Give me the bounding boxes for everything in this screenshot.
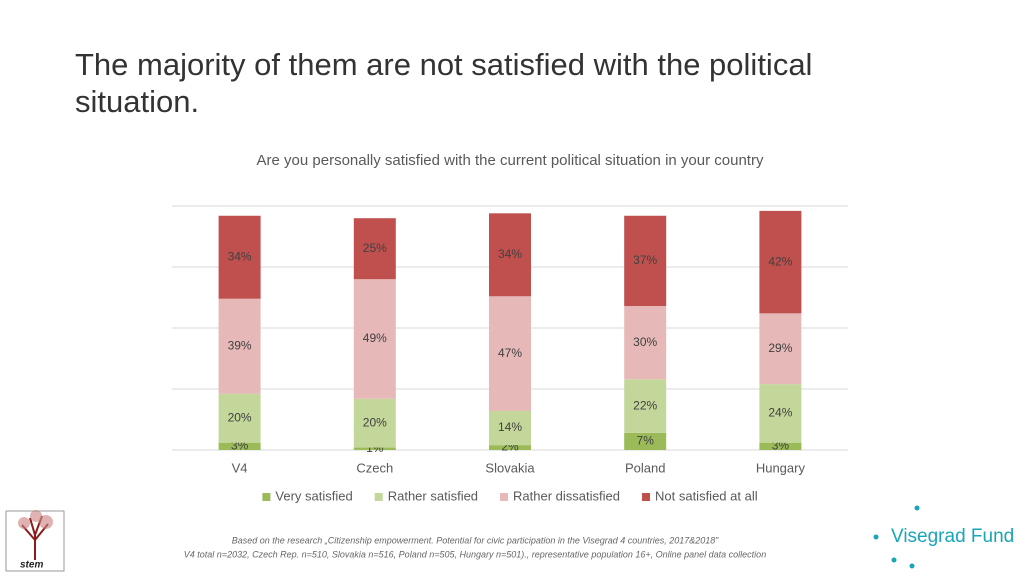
legend-swatch: [642, 493, 650, 501]
bar-segment: [489, 213, 531, 297]
bar-segment: [353, 398, 396, 448]
data-label: 34%: [228, 249, 252, 263]
visegrad-logo: Visegrad Fund: [873, 505, 1014, 569]
data-label: 22%: [633, 398, 657, 412]
bar-segment: [218, 215, 261, 299]
stem-logo: stem: [5, 510, 65, 572]
footnote: V4 total n=2032, Czech Rep. n=510, Slova…: [184, 549, 766, 559]
bar-segment: [624, 379, 667, 433]
data-label: 14%: [498, 420, 522, 434]
logo-leaf: [30, 510, 42, 522]
bar-segment: [624, 215, 667, 307]
bar-segment: [489, 445, 531, 450]
legend-label: Not satisfied at all: [655, 488, 758, 503]
slide-title: The majority of them are not satisfied w…: [75, 47, 813, 119]
bar-segment: [353, 218, 396, 280]
logo-dot: [873, 534, 879, 540]
legend-swatch: [374, 493, 383, 501]
data-label: 37%: [633, 253, 657, 267]
bar-segment: [759, 313, 802, 385]
data-label: 42%: [768, 254, 792, 268]
logo-text: stem: [20, 560, 43, 571]
logo-dot: [891, 557, 897, 563]
bar-segment: [624, 306, 667, 380]
bar-segment: [624, 432, 667, 450]
bar-segment: [353, 447, 396, 450]
chart-title: Are you personally satisfied with the cu…: [256, 152, 764, 169]
data-label: 24%: [768, 406, 792, 420]
data-label: 7%: [637, 434, 655, 448]
bar-segment: [218, 442, 261, 450]
logo-dot: [909, 563, 915, 569]
x-tick-label: Poland: [625, 460, 665, 475]
bar-segment: [489, 410, 531, 446]
legend-label: Very satisfied: [275, 488, 352, 503]
bar-segment: [759, 384, 802, 443]
data-label: 39%: [228, 338, 252, 352]
logo-dot: [914, 505, 920, 511]
bar-segment: [353, 279, 396, 399]
data-label: 29%: [768, 341, 792, 355]
legend-swatch: [500, 493, 509, 501]
data-label: 25%: [363, 241, 387, 255]
data-label: 20%: [363, 415, 387, 429]
logo-tree: [21, 515, 49, 560]
x-tick-label: Czech: [356, 460, 393, 475]
x-tick-label: Hungary: [756, 460, 806, 475]
legend-label: Rather satisfied: [388, 488, 478, 503]
logo-text: Visegrad Fund: [891, 526, 1014, 547]
footnote: Based on the research „Citizenship empow…: [232, 535, 720, 545]
x-tick-label: V4: [232, 460, 248, 475]
bar-segment: [218, 298, 261, 394]
bar-segment: [759, 210, 802, 314]
legend-label: Rather dissatisfied: [513, 488, 620, 503]
data-label: 30%: [633, 335, 657, 349]
data-label: 20%: [228, 410, 252, 424]
x-tick-label: Slovakia: [485, 460, 535, 475]
bar-segment: [759, 442, 802, 450]
data-label: 49%: [363, 331, 387, 345]
legend-swatch: [262, 493, 271, 501]
bar-segment: [489, 296, 531, 411]
data-label: 34%: [498, 247, 522, 261]
bar-segment: [218, 393, 261, 443]
logo-leaf: [18, 517, 30, 529]
data-label: 47%: [498, 346, 522, 360]
logo-leaf: [39, 515, 53, 529]
